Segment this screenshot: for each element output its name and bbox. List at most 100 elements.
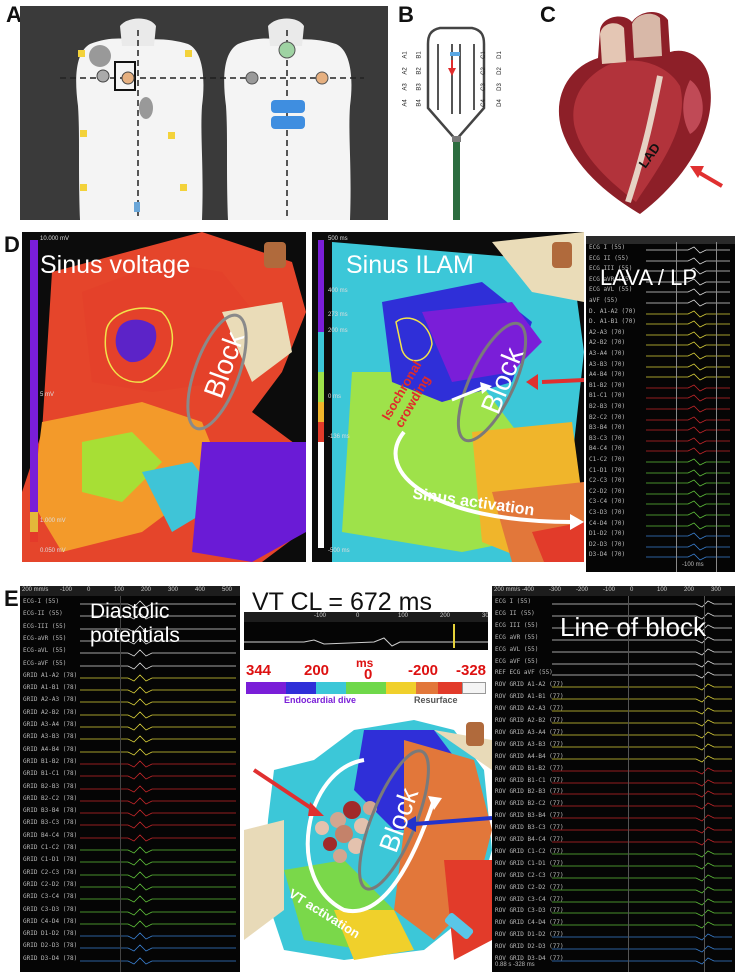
time-tick: -400 bbox=[522, 587, 535, 593]
trace-label: D. A1-B1 (70) bbox=[589, 318, 636, 326]
trace-label: ROV GRID C3-C4 (77) bbox=[495, 895, 564, 903]
trace-label: GRID A3-B3 (78) bbox=[23, 733, 78, 741]
trace-line bbox=[646, 363, 730, 371]
torso-diagram bbox=[60, 18, 364, 220]
trace-line bbox=[80, 698, 236, 706]
trace-label: ECG III (55) bbox=[495, 621, 539, 629]
vt-lat-map: VT LAT Block VT activation bbox=[244, 710, 493, 975]
trace-line bbox=[552, 933, 732, 941]
trace-label: C4-D4 (70) bbox=[589, 519, 626, 527]
ilam-scale-0: 0 ms bbox=[328, 394, 342, 400]
trace-line bbox=[552, 755, 732, 763]
trace-label: GRID A2-B2 (78) bbox=[23, 708, 78, 716]
trace-label: ROV GRID C1-D1 (77) bbox=[495, 859, 564, 867]
trace-label: GRID B1-B2 (78) bbox=[23, 757, 78, 765]
trace-label: ROV GRID A3-A4 (77) bbox=[495, 728, 564, 736]
electrode-label: D1 bbox=[496, 51, 503, 59]
electrode-label: D3 bbox=[496, 83, 503, 91]
trace-line bbox=[646, 469, 730, 477]
right-footer: 0.88 s -328 ms bbox=[495, 962, 535, 968]
electrode-label: A3 bbox=[402, 83, 409, 91]
trace-label: ECG I (55) bbox=[589, 244, 626, 251]
trace-label: B4-C4 (70) bbox=[589, 445, 626, 453]
vt-lat-title: VT LAT bbox=[246, 710, 292, 768]
trace-line bbox=[646, 479, 730, 487]
trace-label: GRID C4-D4 (78) bbox=[23, 917, 78, 925]
trace-label: ECG II (55) bbox=[589, 254, 629, 262]
trace-line bbox=[646, 373, 730, 381]
trace-line bbox=[552, 898, 732, 905]
time-tick: -100 bbox=[60, 587, 73, 593]
trace-label: D3-D4 (70) bbox=[589, 551, 626, 559]
trace-label: GRID D1-D2 (78) bbox=[23, 930, 78, 938]
trace-label: ROV GRID B3-C3 (77) bbox=[495, 824, 564, 832]
voltage-scale-low: 1.000 mV bbox=[40, 518, 66, 524]
time-tick: 300 bbox=[168, 587, 179, 593]
trace-label: GRID C2-C3 (78) bbox=[23, 868, 78, 876]
scale-value-200: 200 bbox=[304, 662, 330, 679]
trace-label: ROV GRID B4-C4 (77) bbox=[495, 836, 564, 843]
trace-label: ECG aVL (55) bbox=[589, 286, 633, 294]
scale-value-minus200: -200 bbox=[408, 662, 439, 679]
trace-label: ROV GRID C4-D4 (77) bbox=[495, 919, 564, 927]
trace-label: GRID B1-C1 (78) bbox=[23, 770, 78, 778]
ilam-scale-273: 273 ms bbox=[328, 312, 348, 318]
trace-label: ECG-I (55) bbox=[23, 598, 60, 605]
electrode-label: A1 bbox=[402, 51, 409, 59]
trace-label: B1-C1 (70) bbox=[589, 392, 626, 400]
line-of-block-title: Line of block bbox=[560, 612, 706, 642]
time-tick: 200 bbox=[684, 587, 695, 593]
trace-line bbox=[80, 944, 236, 952]
trace-label: ROV GRID A3-B3 (77) bbox=[495, 740, 564, 748]
trace-line bbox=[552, 683, 732, 691]
electrode-label: C1 bbox=[480, 51, 487, 59]
trace-label: GRID C1-C2 (78) bbox=[23, 844, 78, 851]
egm-time-label: -100 ms bbox=[682, 562, 704, 568]
trace-label: A3-B3 (70) bbox=[589, 360, 626, 368]
electrode-label: B4 bbox=[416, 99, 423, 107]
trace-line bbox=[646, 458, 730, 466]
trace-line bbox=[552, 695, 732, 703]
trace-label: GRID B4-C4 (78) bbox=[23, 831, 78, 839]
time-tick: 200 bbox=[141, 587, 152, 593]
trace-label: ECG-III (55) bbox=[23, 622, 67, 630]
trace-label: GRID B3-B4 (78) bbox=[23, 807, 78, 815]
trace-label: GRID C3-D3 (78) bbox=[23, 905, 78, 913]
electrode-labels: A1 A2 A3 A4 B1 B2 B3 B4 C1 C2 C3 C4 D1 D2 D3 D4 bbox=[402, 34, 518, 114]
trace-line bbox=[646, 500, 730, 508]
sinus-voltage-title: Sinus voltage bbox=[40, 251, 191, 279]
trace-line bbox=[552, 802, 732, 810]
scale-value-344: 344 bbox=[246, 662, 272, 679]
electrode-label: B2 bbox=[416, 67, 423, 75]
trace-line bbox=[552, 624, 732, 632]
trace-line bbox=[646, 352, 730, 360]
trace-line bbox=[552, 838, 732, 846]
trace-line bbox=[80, 735, 236, 743]
trace-line bbox=[80, 711, 236, 719]
electrode-placement-figure bbox=[20, 6, 388, 220]
time-tick: -200 bbox=[576, 587, 589, 593]
trace-line bbox=[646, 532, 730, 540]
electrode-label: D4 bbox=[496, 99, 503, 107]
electrode-label: A4 bbox=[402, 99, 409, 107]
trace-line bbox=[80, 625, 236, 633]
right-speed: 200 mm/s bbox=[494, 587, 521, 593]
trace-label: C3-C4 (70) bbox=[589, 498, 626, 506]
electrode-label: A2 bbox=[402, 67, 409, 75]
trace-line bbox=[646, 257, 730, 265]
trace-line bbox=[80, 907, 236, 915]
trace-label: ROV GRID B2-B3 (77) bbox=[495, 788, 564, 796]
lava-lp-egm-panel: ECG I (55) ECG II (55) ECG III (55) ECG aVR… bbox=[586, 236, 735, 572]
voltage-scale-top: 10.000 mV bbox=[40, 236, 70, 242]
trace-label: B3-C3 (70) bbox=[589, 434, 626, 442]
trace-line bbox=[80, 748, 236, 756]
trace-label: ECG aVF (55) bbox=[495, 657, 539, 665]
trace-line bbox=[80, 846, 236, 854]
trace-line bbox=[646, 299, 730, 307]
trace-line bbox=[80, 883, 236, 891]
trace-line bbox=[552, 612, 732, 620]
trace-label: GRID D3-D4 (78) bbox=[23, 954, 78, 962]
trace-label: ECG aVR (55) bbox=[589, 275, 633, 283]
trace-label: GRID C1-D1 (78) bbox=[23, 856, 78, 864]
trace-line bbox=[552, 660, 732, 667]
